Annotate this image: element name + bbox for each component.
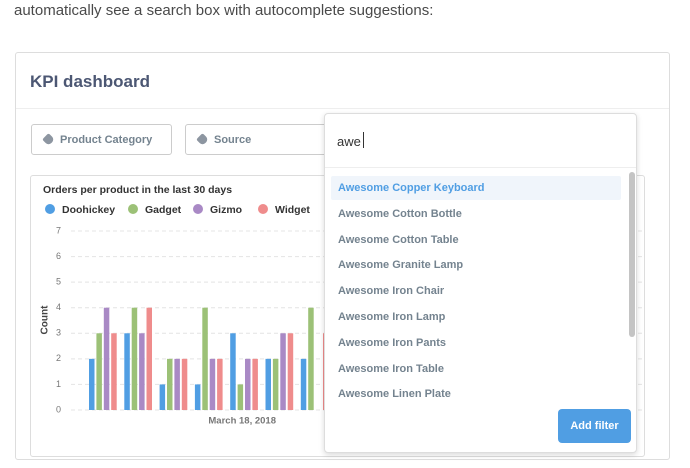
divider [16, 108, 669, 109]
bar [280, 333, 286, 410]
y-tick-label: 4 [56, 302, 61, 312]
bar [181, 358, 188, 410]
bar [287, 333, 294, 410]
suggestion[interactable]: Awesome Iron Table [338, 362, 444, 375]
suggestion[interactable]: Awesome Iron Lamp [338, 311, 446, 323]
bar [96, 333, 102, 410]
bar [237, 384, 244, 410]
bar [124, 333, 130, 410]
bar [209, 358, 216, 410]
legend-label: Gadget [145, 204, 182, 216]
suggestion[interactable]: Awesome Granite Lamp [338, 259, 464, 272]
bar [111, 333, 117, 410]
tag-icon [42, 133, 55, 146]
caret [363, 132, 364, 148]
filter-label: Product Category [60, 134, 153, 146]
bar [167, 358, 173, 410]
bar [194, 384, 201, 410]
y-tick-label: 7 [56, 225, 61, 235]
scrollbar[interactable] [629, 172, 635, 337]
bar [174, 358, 180, 410]
bar [131, 307, 138, 410]
bar [202, 307, 208, 410]
filter-label: Source [214, 134, 252, 146]
y-tick-label: 1 [56, 379, 61, 389]
add-filter-button[interactable]: Add filter [558, 409, 631, 443]
legend-label: Widget [275, 204, 310, 216]
legend-label: Doohickey [62, 204, 115, 216]
bar [139, 333, 145, 410]
y-tick-label: 5 [56, 277, 61, 287]
bar [252, 358, 258, 410]
bar [146, 307, 152, 410]
suggestion[interactable]: Awesome Cotton Bottle [338, 207, 462, 220]
y-tick-label: 3 [56, 328, 61, 338]
bar [159, 384, 166, 410]
legend-swatch [128, 204, 138, 214]
chart-title: Orders per product in the last 30 days [43, 184, 232, 196]
bar [245, 358, 251, 410]
suggestion[interactable]: Awesome Copper Keyboard [331, 176, 621, 200]
bar [300, 358, 307, 410]
y-tick-label: 6 [56, 251, 61, 261]
dashboard-title: KPI dashboard [30, 72, 150, 91]
divider [325, 167, 636, 168]
intro-text: automatically see a search box with auto… [14, 2, 434, 19]
bar [265, 358, 271, 410]
suggestion[interactable]: Awesome Linen Plate [338, 388, 451, 401]
legend-label: Gizmo [210, 204, 242, 216]
x-tick-label: March 18, 2018 [208, 416, 276, 427]
suggestion[interactable]: Awesome Iron Pants [338, 336, 446, 349]
filter-source[interactable]: Source [185, 124, 335, 155]
bar [230, 333, 236, 410]
bar [103, 307, 110, 410]
legend-swatch [193, 204, 203, 214]
tag-icon [196, 133, 209, 146]
search-input[interactable]: awe [337, 134, 361, 149]
y-tick-label: 0 [56, 404, 61, 414]
legend-swatch [258, 204, 268, 214]
y-axis-label: Count [40, 305, 51, 335]
filter-product-category[interactable]: Product Category [31, 124, 172, 155]
dashboard-card [15, 52, 670, 460]
bar [217, 358, 223, 410]
y-tick-label: 2 [56, 353, 61, 363]
suggestion[interactable]: Awesome Iron Chair [338, 285, 445, 298]
bar [308, 307, 314, 410]
search-dropdown: awe Awesome Copper Keyboard Awesome Cotto… [324, 113, 637, 453]
legend-swatch [45, 204, 55, 214]
bar [89, 358, 95, 410]
bar [272, 358, 279, 410]
suggestion[interactable]: Awesome Cotton Table [338, 233, 459, 246]
